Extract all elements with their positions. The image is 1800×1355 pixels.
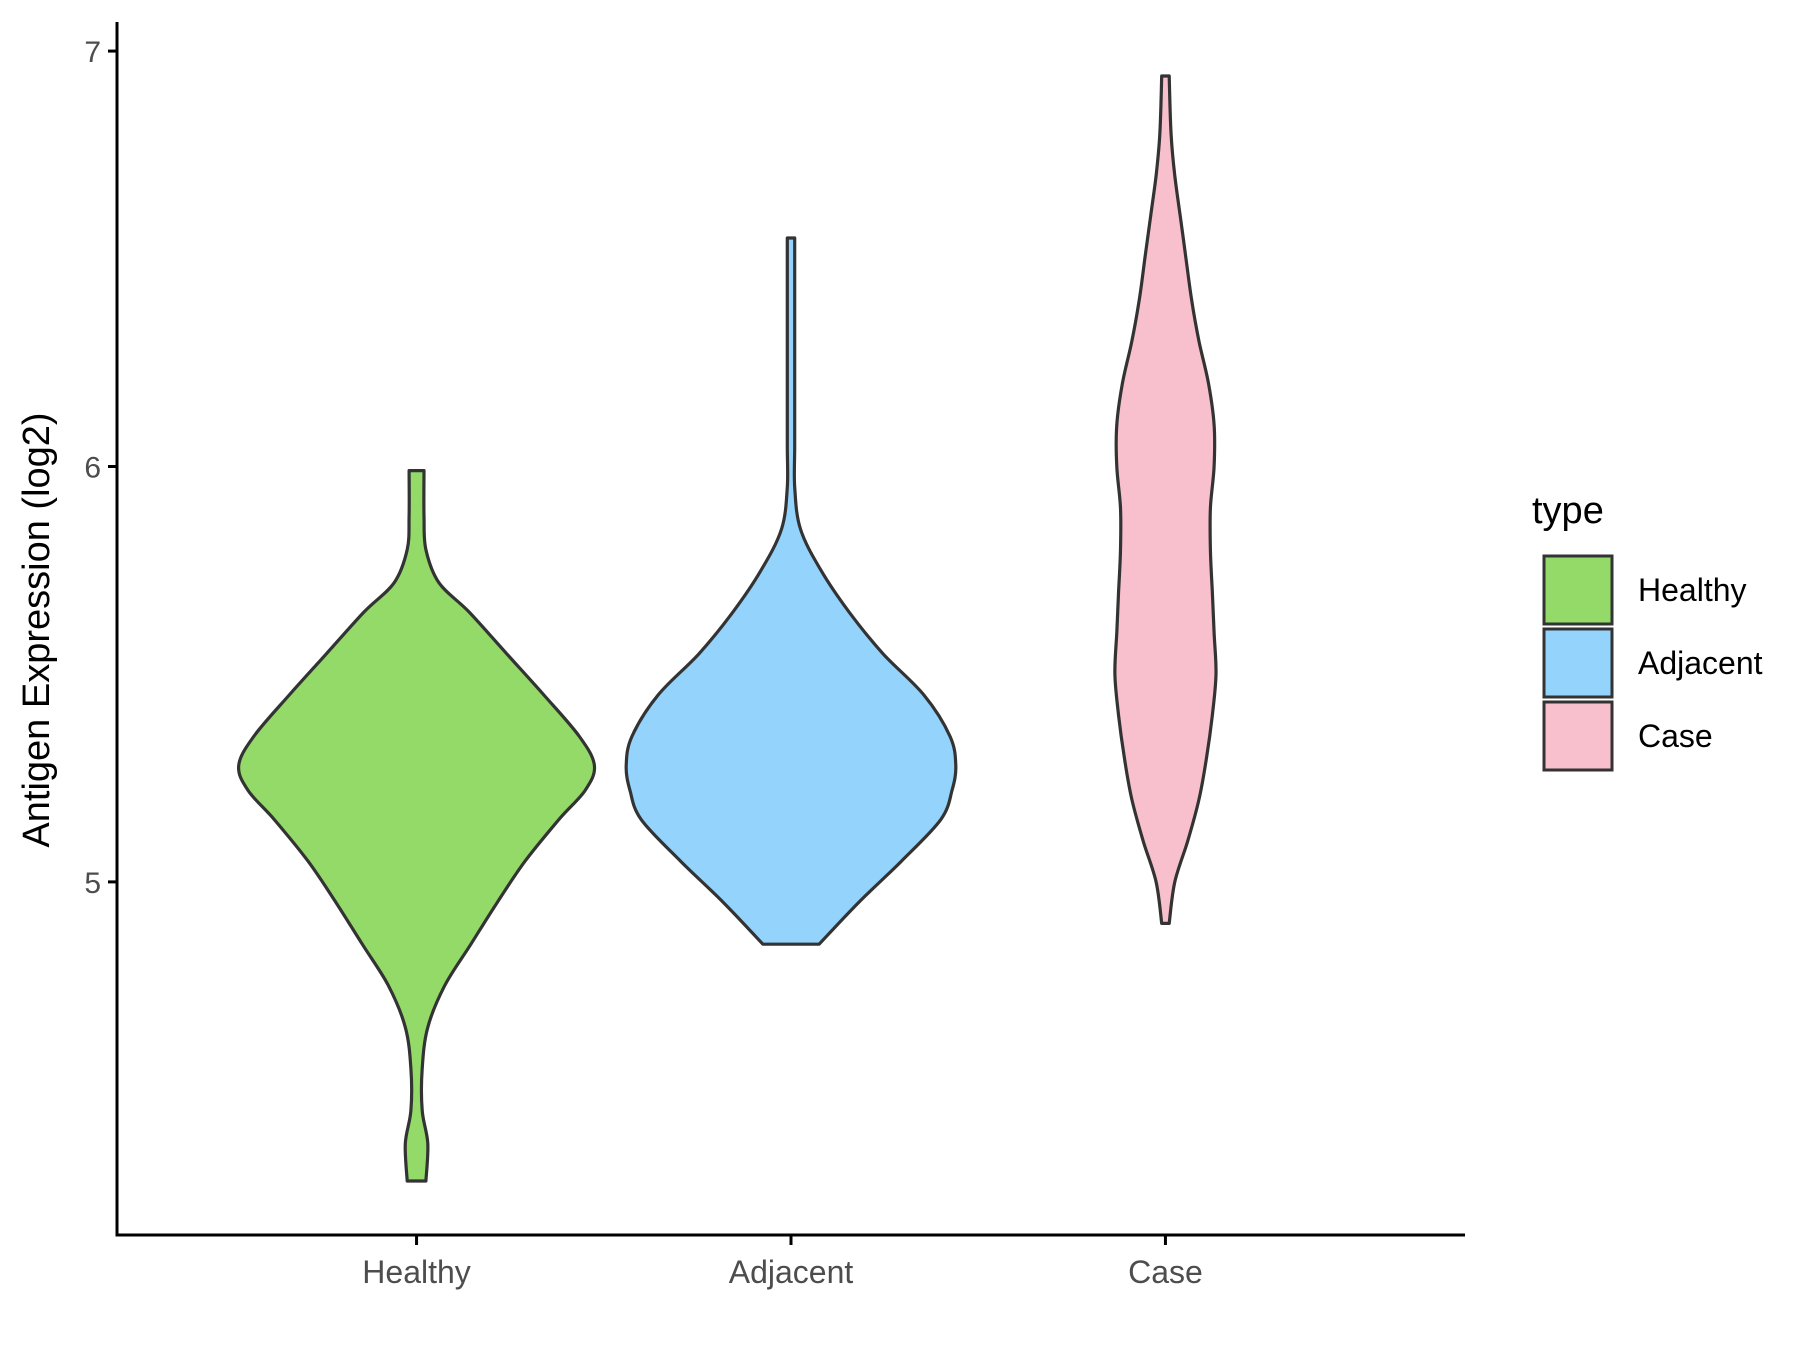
legend-title: type bbox=[1532, 490, 1604, 532]
x-tick-label: Case bbox=[1128, 1254, 1203, 1290]
legend-swatch-case bbox=[1542, 700, 1614, 772]
legend-items: Healthy Adjacent Case bbox=[1542, 554, 1763, 772]
violin-healthy bbox=[237, 469, 597, 1183]
y-tick-label: 6 bbox=[84, 451, 101, 484]
x-ticks: Healthy Adjacent Case bbox=[362, 1235, 1203, 1290]
x-tick-label: Adjacent bbox=[729, 1254, 854, 1290]
legend-label-adjacent: Adjacent bbox=[1638, 645, 1763, 681]
legend: type Healthy Adjacent Case bbox=[1532, 490, 1763, 772]
legend-label-case: Case bbox=[1638, 718, 1713, 754]
legend-label-healthy: Healthy bbox=[1638, 572, 1747, 608]
violin-adjacent bbox=[624, 236, 958, 946]
y-tick-label: 7 bbox=[84, 36, 101, 69]
y-axis-title: Antigen Expression (log2) bbox=[16, 412, 58, 847]
violins-layer bbox=[237, 74, 1218, 1183]
violin-case bbox=[1113, 74, 1218, 925]
legend-swatch-adjacent bbox=[1542, 627, 1614, 699]
legend-swatch-healthy bbox=[1542, 554, 1614, 626]
x-tick-label: Healthy bbox=[362, 1254, 471, 1290]
y-ticks: 5 6 7 bbox=[84, 36, 117, 900]
y-tick-label: 5 bbox=[84, 867, 101, 900]
